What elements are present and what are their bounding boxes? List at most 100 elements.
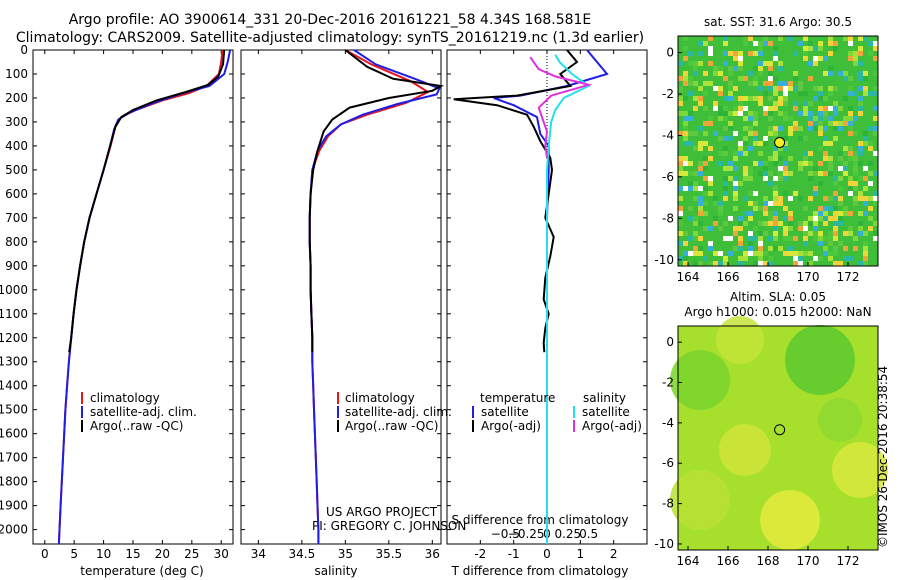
sst-map-pixel: [858, 146, 863, 151]
sst-map-pixel: [808, 216, 813, 221]
sst-map-pixel: [693, 196, 698, 201]
sst-map-pixel: [743, 36, 748, 41]
sst-map-pixel: [828, 216, 833, 221]
sst-map-pixel: [763, 211, 768, 216]
s-difference-axis-label: S difference from climatology: [452, 513, 629, 527]
sst-map-pixel: [828, 236, 833, 241]
sst-map-pixel: [823, 211, 828, 216]
sst-map-title: sat. SST: 31.6 Argo: 30.5: [704, 15, 852, 29]
sst-map-pixel: [778, 66, 783, 71]
sst-map-pixel: [828, 71, 833, 76]
sst-map-pixel: [773, 86, 778, 91]
sst-map-pixel: [788, 226, 793, 231]
sst-map-pixel: [823, 251, 828, 256]
sst-map-pixel: [743, 41, 748, 46]
sst-map-pixel: [778, 171, 783, 176]
sst-map-pixel: [693, 251, 698, 256]
sla-map-blob: [670, 350, 730, 410]
sst-map-pixel: [768, 171, 773, 176]
sst-map-pixel: [793, 261, 798, 266]
sst-map-pixel: [808, 171, 813, 176]
sst-map-pixel: [828, 121, 833, 126]
sst-map-pixel: [718, 226, 723, 231]
sst-map-pixel: [683, 256, 688, 261]
sst-map-pixel: [808, 196, 813, 201]
sla-map-lon-tick-label: 166: [717, 554, 740, 568]
sst-map-pixel: [733, 156, 738, 161]
sst-map-pixel: [743, 196, 748, 201]
sst-map-pixel: [693, 71, 698, 76]
sst-map-pixel: [848, 211, 853, 216]
sst-map-pixel: [753, 81, 758, 86]
salinity-tick-label: 34.5: [289, 547, 316, 561]
sst-map-pixel: [813, 186, 818, 191]
sst-map-pixel: [758, 66, 763, 71]
sst-map-pixel: [753, 51, 758, 56]
legend-label-s-satellite: satellite: [582, 405, 630, 419]
sst-map-pixel: [768, 246, 773, 251]
sst-map-pixel: [738, 226, 743, 231]
sst-map-pixel: [853, 201, 858, 206]
sst-map-pixel: [833, 231, 838, 236]
sst-map-pixel: [798, 41, 803, 46]
sst-map-pixel: [803, 206, 808, 211]
sst-map-pixel: [748, 51, 753, 56]
sst-map-pixel: [813, 56, 818, 61]
sst-map-pixel: [683, 231, 688, 236]
sst-map-pixel: [723, 126, 728, 131]
sst-map-pixel: [773, 146, 778, 151]
sst-map-pixel: [733, 231, 738, 236]
sst-map-pixel: [733, 96, 738, 101]
sst-map-pixel: [768, 96, 773, 101]
sst-map-pixel: [793, 236, 798, 241]
sst-map-pixel: [738, 181, 743, 186]
sst-map-pixel: [788, 216, 793, 221]
sst-map-pixel: [743, 221, 748, 226]
sst-map: [677, 35, 879, 267]
sst-map-pixel: [868, 146, 873, 151]
sst-map-lat-tick-label: 0: [666, 46, 674, 60]
sst-map-pixel: [688, 61, 693, 66]
sst-map-pixel: [718, 206, 723, 211]
sst-map-pixel: [778, 36, 783, 41]
sst-map-pixel: [793, 86, 798, 91]
sst-map-pixel: [803, 51, 808, 56]
sst-map-pixel: [763, 91, 768, 96]
sst-map-pixel: [733, 246, 738, 251]
sst-map-pixel: [798, 126, 803, 131]
sst-map-pixel: [693, 66, 698, 71]
sla-map-lat-tick-label: -8: [662, 497, 674, 511]
sst-map-pixel: [763, 171, 768, 176]
sst-map-pixel: [753, 111, 758, 116]
sst-map-pixel: [713, 86, 718, 91]
sst-map-pixel: [713, 221, 718, 226]
sst-map-pixel: [858, 51, 863, 56]
sst-map-pixel: [773, 176, 778, 181]
t-difference-tick-label: 2: [610, 547, 618, 561]
sst-map-pixel: [873, 171, 878, 176]
sst-map-pixel: [813, 231, 818, 236]
sst-map-pixel: [693, 221, 698, 226]
sst-map-pixel: [708, 156, 713, 161]
sst-map-pixel: [793, 51, 798, 56]
sst-map-pixel: [763, 176, 768, 181]
sst-map-pixel: [748, 191, 753, 196]
sst-map-pixel: [718, 151, 723, 156]
sst-map-pixel: [743, 116, 748, 121]
sst-map-pixel: [863, 36, 868, 41]
sst-map-lon-tick-label: 166: [717, 270, 740, 284]
sst-map-pixel: [753, 251, 758, 256]
sst-map-pixel: [798, 226, 803, 231]
timestamp-stamp: ©IMOS 26-Dec-2016 20:38:54: [876, 365, 890, 548]
sst-map-pixel: [823, 221, 828, 226]
sst-map-pixel: [738, 66, 743, 71]
sst-map-pixel: [768, 126, 773, 131]
sst-map-pixel: [848, 146, 853, 151]
sst-map-pixel: [723, 256, 728, 261]
sst-map-pixel: [813, 86, 818, 91]
sst-map-pixel: [768, 256, 773, 261]
sst-map-pixel: [858, 196, 863, 201]
sst-map-pixel: [688, 251, 693, 256]
sst-map-pixel: [723, 76, 728, 81]
sst-map-pixel: [833, 106, 838, 111]
